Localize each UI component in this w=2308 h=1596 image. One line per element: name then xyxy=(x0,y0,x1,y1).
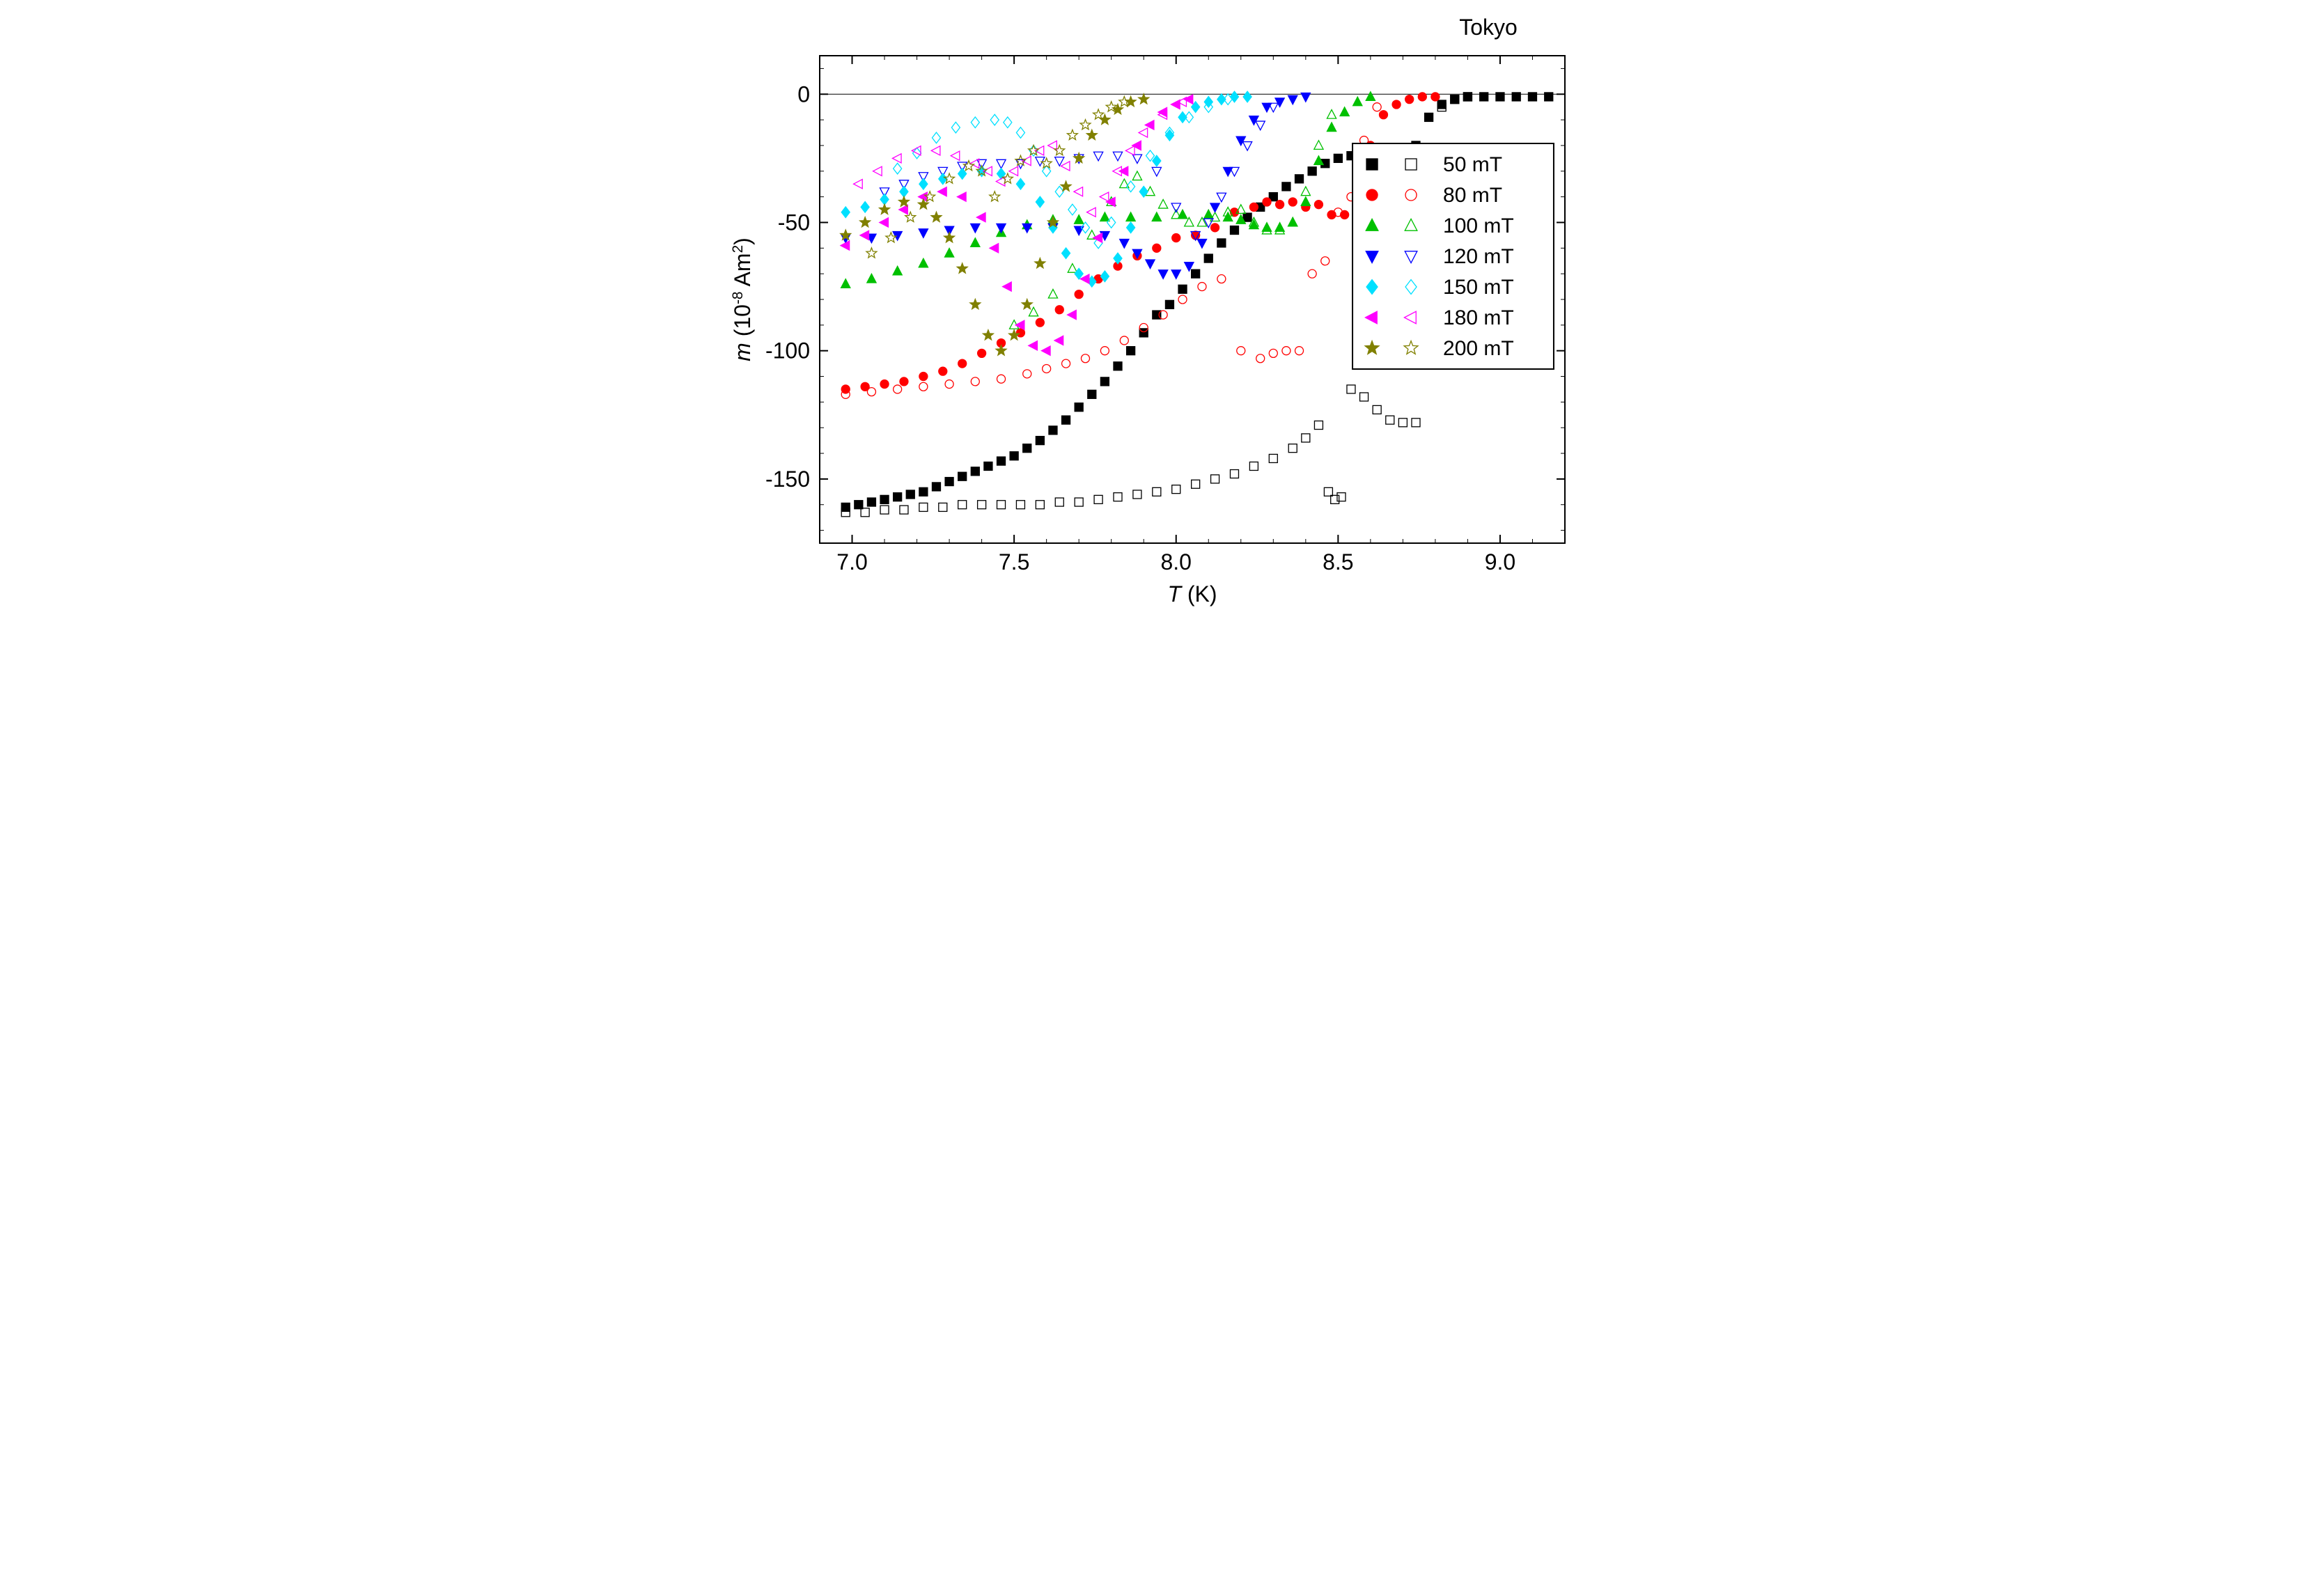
svg-text:200 mT: 200 mT xyxy=(1443,337,1514,360)
svg-text:-50: -50 xyxy=(778,210,810,235)
svg-text:50 mT: 50 mT xyxy=(1443,153,1502,176)
svg-text:-150: -150 xyxy=(765,467,810,492)
svg-text:8.5: 8.5 xyxy=(1323,549,1353,574)
svg-text:Tokyo: Tokyo xyxy=(1459,15,1518,40)
svg-text:80 mT: 80 mT xyxy=(1443,184,1502,207)
svg-text:150 mT: 150 mT xyxy=(1443,276,1514,299)
svg-text:7.0: 7.0 xyxy=(836,549,867,574)
svg-text:100 mT: 100 mT xyxy=(1443,214,1514,237)
svg-text:120 mT: 120 mT xyxy=(1443,245,1514,268)
svg-text:9.0: 9.0 xyxy=(1485,549,1515,574)
svg-text:0: 0 xyxy=(797,81,810,107)
svg-text:T (K): T (K) xyxy=(1167,581,1217,607)
svg-text:-100: -100 xyxy=(765,338,810,363)
svg-text:8.0: 8.0 xyxy=(1160,549,1191,574)
svg-text:7.5: 7.5 xyxy=(999,549,1029,574)
magnetization-vs-temperature-chart: 7.07.58.08.59.0-150-100-500T (K)m (10-8 … xyxy=(708,0,1600,617)
svg-text:180 mT: 180 mT xyxy=(1443,306,1514,329)
